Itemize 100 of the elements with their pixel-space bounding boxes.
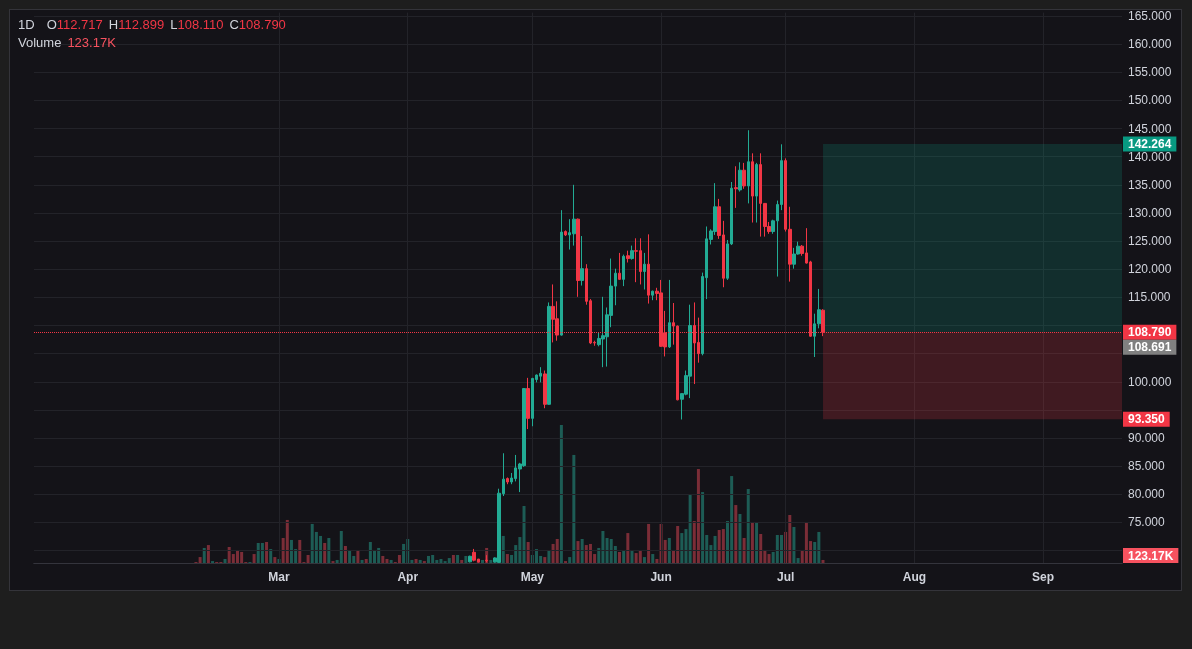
x-tick-label: Aug (902, 570, 927, 584)
bar (543, 557, 547, 563)
bar (642, 557, 646, 563)
bar (526, 542, 530, 563)
bar (198, 557, 202, 563)
x-tick-label: Jul (776, 570, 795, 584)
candlestick (618, 252, 621, 281)
bar (235, 550, 239, 563)
bar (298, 539, 302, 563)
bar (323, 542, 327, 563)
bar (676, 526, 680, 563)
bar (306, 555, 310, 563)
bar (701, 492, 705, 563)
ref-line-label: 108.790 (1128, 325, 1172, 340)
bar (580, 538, 584, 563)
bar (456, 555, 460, 563)
bar (618, 551, 622, 563)
candlestick (526, 377, 530, 430)
y-tick-label: 145.000 (1128, 121, 1172, 136)
candlestick (543, 370, 547, 409)
bar (622, 550, 626, 563)
candlestick (576, 218, 580, 298)
candlestick (751, 152, 754, 224)
candlestick (601, 296, 605, 368)
bar (779, 534, 783, 563)
bar (447, 558, 451, 563)
y-tick-label: 90.000 (1128, 431, 1166, 446)
y-tick-label: 165.000 (1128, 9, 1172, 23)
bar (759, 534, 763, 563)
bar (227, 546, 231, 563)
candlestick (668, 279, 671, 349)
bar (738, 514, 742, 563)
bar (746, 489, 750, 563)
y-tick-label: 75.000 (1128, 515, 1166, 530)
annotation: 123.17K (67, 35, 116, 50)
bar (796, 558, 800, 563)
candlestick (630, 245, 634, 261)
y-tick-label: 120.000 (1128, 262, 1172, 277)
bar (360, 559, 364, 563)
x-tick-label: Mar (268, 570, 291, 584)
bar (609, 538, 613, 563)
bar (792, 526, 796, 563)
bar (368, 542, 372, 563)
candlestick (688, 304, 692, 399)
bar (767, 554, 771, 563)
bar (576, 541, 580, 563)
candlestick (651, 290, 654, 301)
bar (352, 555, 356, 563)
chart-title: Volume (18, 35, 62, 50)
candlestick (626, 250, 630, 263)
bar (319, 535, 323, 563)
bar (684, 529, 688, 563)
text: 108.691 (1128, 340, 1172, 355)
bar (680, 533, 684, 563)
candlestick (572, 184, 576, 247)
bar (489, 559, 493, 563)
chart-subtitle: O112.717 H112.899 L108.110 C108.790 (46, 17, 286, 32)
bar (742, 538, 746, 563)
y-tick-label: 85.000 (1128, 459, 1166, 474)
bar (734, 505, 738, 563)
x-tick-label: May (520, 570, 545, 584)
candlestick (539, 366, 542, 383)
bar (717, 530, 721, 563)
bar (252, 554, 256, 563)
candlestick (647, 233, 650, 305)
bar (655, 559, 659, 563)
bar (750, 522, 754, 563)
bar (584, 545, 588, 563)
bar (265, 542, 269, 563)
bar (348, 550, 352, 563)
bar (505, 554, 509, 563)
band-label: 93.350 (1128, 412, 1166, 427)
bar (572, 454, 576, 563)
bar (555, 538, 559, 563)
bar (821, 559, 825, 563)
bar (775, 534, 779, 563)
bar (721, 529, 725, 563)
bar (634, 553, 638, 563)
candlestick (622, 254, 625, 287)
bar (480, 559, 484, 563)
y-tick-label: 115.000 (1128, 290, 1171, 305)
bar (638, 550, 642, 563)
bar (601, 530, 605, 563)
bar (285, 519, 289, 563)
bar (206, 545, 210, 563)
bar (289, 539, 293, 563)
candlestick (738, 161, 742, 193)
y-tick-label: 160.000 (1128, 37, 1172, 52)
bar (202, 547, 206, 563)
bar (755, 522, 759, 563)
candlestick (547, 301, 551, 406)
band-label: 142.264 (1128, 136, 1172, 151)
bar (647, 523, 651, 563)
bar (431, 555, 435, 563)
bar (273, 557, 277, 563)
y-tick-label: 125.000 (1128, 234, 1172, 249)
bar (269, 549, 273, 563)
y-tick-label: 80.000 (1128, 487, 1166, 502)
bar (460, 559, 464, 563)
candlestick (468, 555, 472, 563)
